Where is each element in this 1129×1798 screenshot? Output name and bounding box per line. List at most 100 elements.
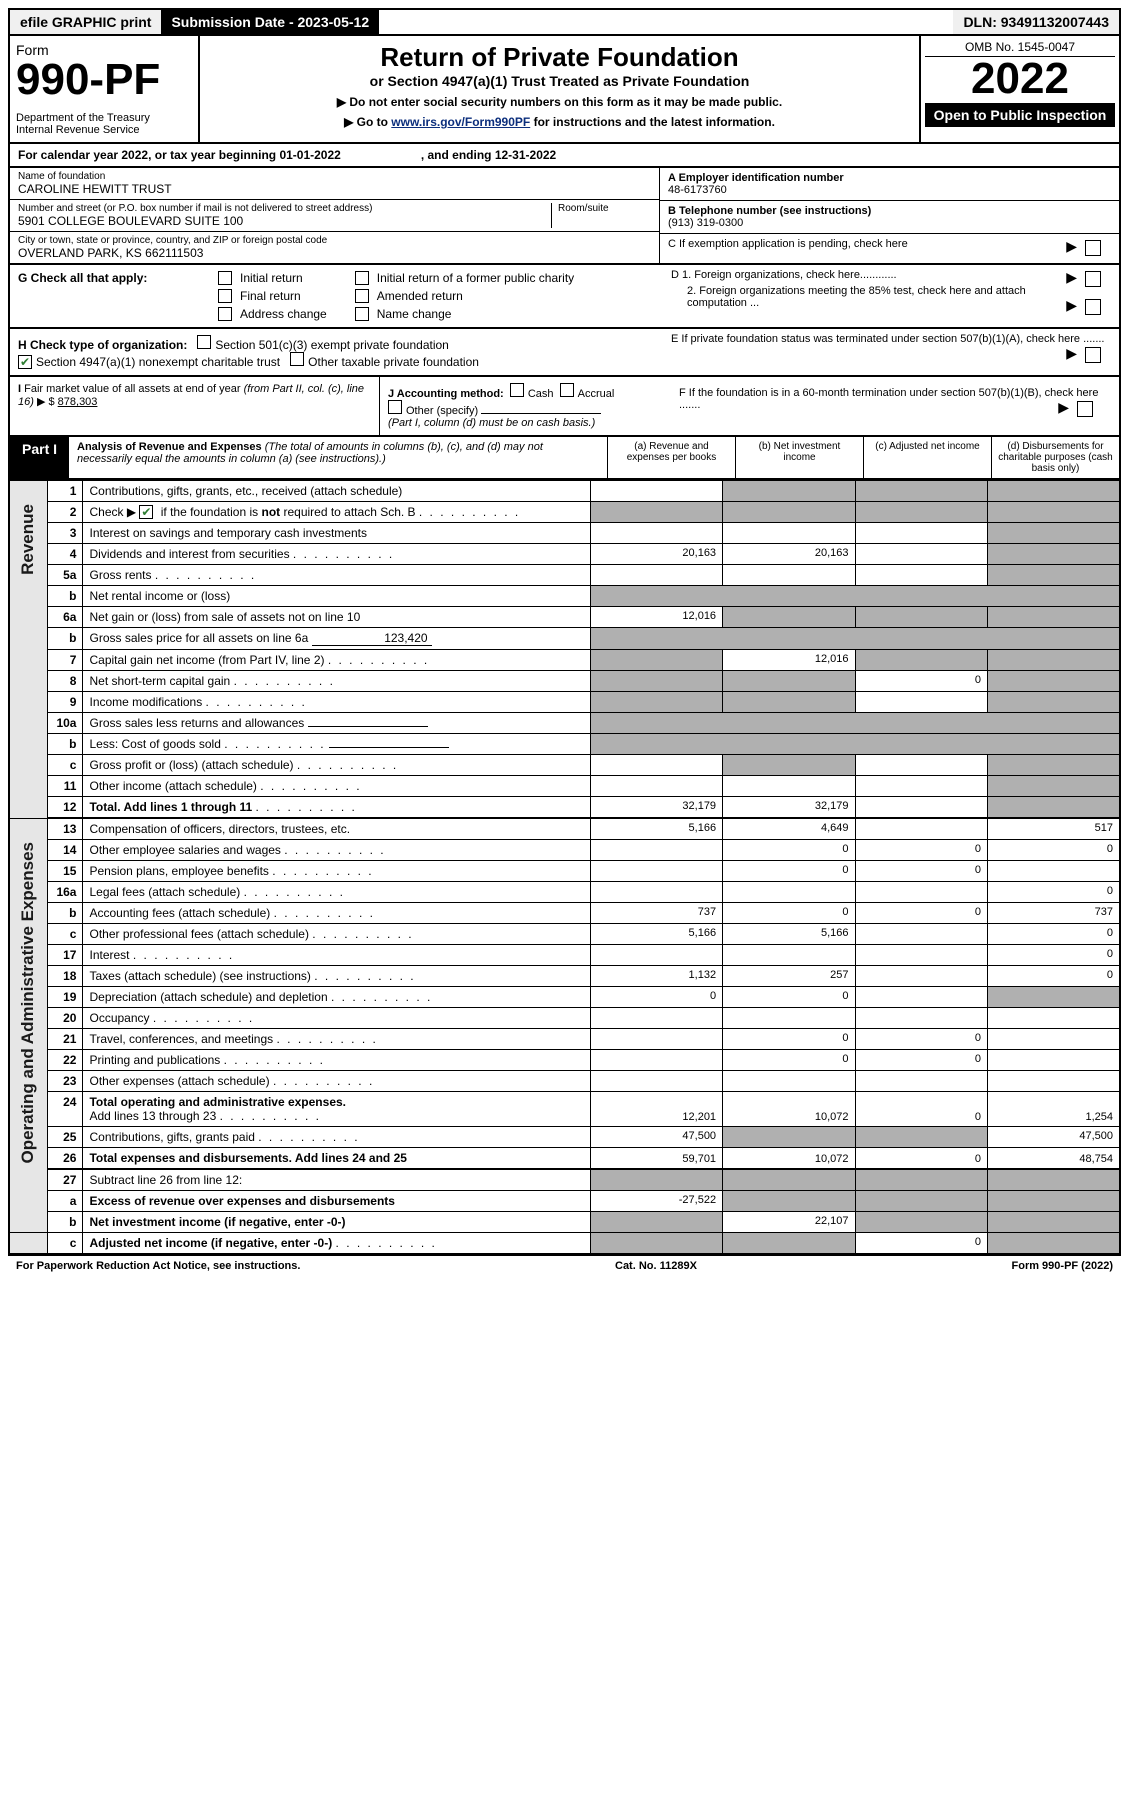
l14-desc: Other employee salaries and wages [83,840,590,861]
h-4947-chk[interactable] [18,355,32,369]
l7-b: 12,016 [723,650,855,671]
l16c-desc: Other professional fees (attach schedule… [83,924,590,945]
topbar: efile GRAPHIC print Submission Date - 20… [8,8,1121,36]
g-namechg-chk[interactable] [355,307,369,321]
l4-desc: Dividends and interest from securities [83,544,590,565]
l27a-desc: Excess of revenue over expenses and disb… [83,1191,590,1212]
j-other-chk[interactable] [388,400,402,414]
l2-not: not [261,505,280,519]
l27a-a: -27,522 [590,1191,722,1212]
form-subtitle: or Section 4947(a)(1) Trust Treated as P… [210,73,909,89]
form-link[interactable]: www.irs.gov/Form990PF [391,115,530,129]
h-501c3: Section 501(c)(3) exempt private foundat… [215,338,448,352]
l21-b: 0 [723,1029,855,1050]
form-header: Form 990-PF Department of the Treasury I… [8,36,1121,144]
h-row: H Check type of organization: Section 50… [8,329,1121,377]
l16c-d: 0 [988,924,1121,945]
l5b-desc: Net rental income or (loss) [83,586,590,607]
l16b-c: 0 [855,903,987,924]
j-label: J Accounting method: [388,388,504,400]
e-checkbox[interactable] [1085,347,1101,363]
j-accrual-chk[interactable] [560,383,574,397]
footer: For Paperwork Reduction Act Notice, see … [8,1255,1121,1276]
l22-desc: Printing and publications [83,1050,590,1071]
l4-b: 20,163 [723,544,855,565]
g-final-chk[interactable] [218,289,232,303]
g-former-chk[interactable] [355,271,369,285]
l3-desc: Interest on savings and temporary cash i… [83,523,590,544]
l10a-desc: Gross sales less returns and allowances [83,713,590,734]
l16b-d: 737 [988,903,1121,924]
city: OVERLAND PARK, KS 662111503 [18,246,651,260]
l21-c: 0 [855,1029,987,1050]
instr-2: ▶ Go to www.irs.gov/Form990PF for instru… [210,115,909,129]
g-amended: Amended return [377,289,463,303]
l26-desc: Total expenses and disbursements. Add li… [83,1148,590,1170]
g-amended-chk[interactable] [355,289,369,303]
l27c-c: 0 [855,1233,987,1255]
l2-chk[interactable] [139,505,153,519]
l5a-desc: Gross rents [83,565,590,586]
g-address-chk[interactable] [218,307,232,321]
j-other: Other (specify) [406,405,478,417]
l26-c: 0 [855,1148,987,1170]
g-initial-chk[interactable] [218,271,232,285]
l19-a: 0 [590,987,722,1008]
d1-label: D 1. Foreign organizations, check here..… [671,269,897,281]
calendar-year: For calendar year 2022, or tax year begi… [8,144,1121,168]
l16c-b: 5,166 [723,924,855,945]
l14-d: 0 [988,840,1121,861]
revenue-label: Revenue [16,484,40,595]
g-namechg: Name change [377,307,452,321]
l8-desc: Net short-term capital gain [83,671,590,692]
l20-desc: Occupancy [83,1008,590,1029]
h-other-chk[interactable] [290,352,304,366]
l25-d: 47,500 [988,1127,1121,1148]
l22-c: 0 [855,1050,987,1071]
part-label: Part I [10,437,69,478]
l10c-desc: Gross profit or (loss) (attach schedule) [83,755,590,776]
col-a-hdr: (a) Revenue and expenses per books [607,437,735,478]
l12-a: 32,179 [590,797,722,819]
addr: 5901 COLLEGE BOULEVARD SUITE 100 [18,214,551,228]
d2-checkbox[interactable] [1085,299,1101,315]
c-checkbox[interactable] [1085,240,1101,256]
info-block: Name of foundation CAROLINE HEWITT TRUST… [8,168,1121,265]
l15-desc: Pension plans, employee benefits [83,861,590,882]
l27b-b: 22,107 [723,1212,855,1233]
room-label: Room/suite [558,203,651,214]
l9-desc: Income modifications [83,692,590,713]
tax-year: 2022 [925,57,1115,101]
l26-a: 59,701 [590,1148,722,1170]
l6a-desc: Net gain or (loss) from sale of assets n… [83,607,590,628]
l16b-a: 737 [590,903,722,924]
foundation-name: CAROLINE HEWITT TRUST [18,182,651,196]
h-other: Other taxable private foundation [308,355,479,369]
l26-b: 10,072 [723,1148,855,1170]
l13-b: 4,649 [723,818,855,840]
h-501c3-chk[interactable] [197,335,211,349]
e-label: E If private foundation status was termi… [671,333,1105,345]
l7-desc: Capital gain net income (from Part IV, l… [83,650,590,671]
f-checkbox[interactable] [1077,401,1093,417]
l27-desc: Subtract line 26 from line 12: [83,1169,590,1191]
main-table: Revenue 1Contributions, gifts, grants, e… [8,480,1121,1255]
ij-row: I Fair market value of all assets at end… [8,377,1121,437]
l22-b: 0 [723,1050,855,1071]
l25-a: 47,500 [590,1127,722,1148]
l10b-desc: Less: Cost of goods sold [83,734,590,755]
l17-d: 0 [988,945,1121,966]
l19-desc: Depreciation (attach schedule) and deple… [83,987,590,1008]
l18-desc: Taxes (attach schedule) (see instruction… [83,966,590,987]
g-initial: Initial return [240,271,303,285]
l16a-d: 0 [988,882,1121,903]
h-4947: Section 4947(a)(1) nonexempt charitable … [36,355,280,369]
g-final: Final return [240,289,301,303]
l14-c: 0 [855,840,987,861]
j-note: (Part I, column (d) must be on cash basi… [388,417,595,429]
g-row: G Check all that apply: Initial return F… [8,265,1121,329]
j-cash-chk[interactable] [510,383,524,397]
g-address: Address change [240,307,327,321]
efile-label: efile GRAPHIC print [10,10,161,34]
d1-checkbox[interactable] [1085,271,1101,287]
